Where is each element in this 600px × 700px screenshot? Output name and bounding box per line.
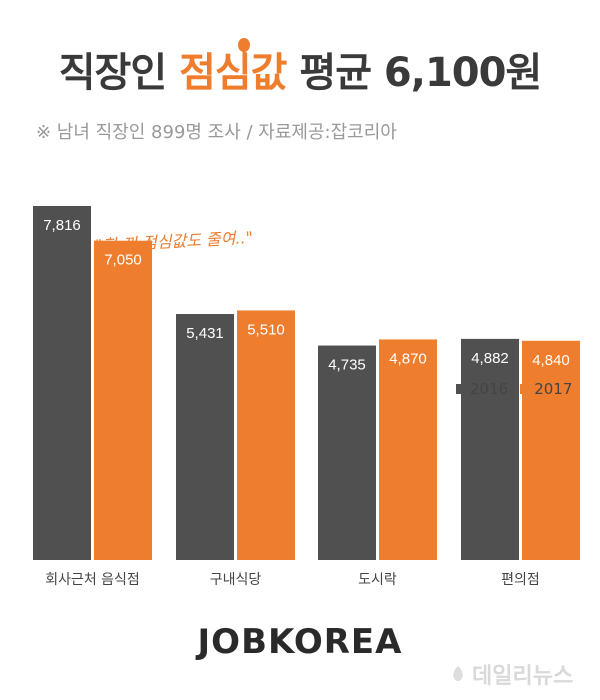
watermark-text: 데일리뉴스	[472, 664, 574, 689]
chart-legend: 2016 2017	[456, 380, 572, 398]
bar-value-label: 4,870	[389, 350, 427, 367]
legend-label-2017: 2017	[534, 380, 573, 398]
bar-2017-0	[94, 240, 152, 560]
bar-value-label: 4,735	[328, 357, 366, 374]
watermark-icon	[453, 666, 463, 681]
bar-2016-0	[33, 206, 91, 560]
bar-value-label: 4,840	[532, 352, 570, 369]
bar-2016-1	[176, 314, 234, 560]
bar-2016-2	[318, 345, 376, 560]
bar-value-label: 4,882	[471, 350, 509, 367]
legend-swatch-2016	[456, 384, 466, 394]
bar-value-label: 5,510	[247, 321, 285, 338]
bar-value-label: 7,050	[104, 252, 142, 269]
legend-item-2017: 2017	[520, 380, 572, 398]
category-label: 편의점	[501, 572, 540, 588]
bar-2017-2	[379, 339, 437, 560]
brand-logo: JOBKOREA	[197, 622, 403, 662]
bar-value-label: 5,431	[186, 325, 224, 342]
category-label: 구내식당	[210, 572, 262, 588]
legend-item-2016: 2016	[456, 380, 508, 398]
spoon-icon	[238, 38, 250, 68]
legend-label-2016: 2016	[470, 380, 509, 398]
title-post: 평균 6,100원	[286, 50, 542, 96]
chart-subtitle: ※ 남녀 직장인 899명 조사 / 자료제공:잡코리아	[36, 122, 397, 143]
bar-2016-3	[461, 338, 519, 560]
category-label: 도시락	[358, 572, 397, 588]
title-pre: 직장인	[58, 50, 180, 96]
category-label: 회사근처 음식점	[45, 572, 140, 588]
bar-2017-3	[522, 340, 580, 560]
bar-2017-1	[237, 310, 295, 560]
chart-title: 직장인 점심값 평균 6,100원	[0, 40, 600, 98]
title-highlight: 점심값	[179, 50, 287, 96]
watermark: 데일리뉴스	[448, 658, 573, 690]
legend-swatch-2017	[520, 384, 531, 394]
bar-value-label: 7,816	[43, 217, 81, 234]
